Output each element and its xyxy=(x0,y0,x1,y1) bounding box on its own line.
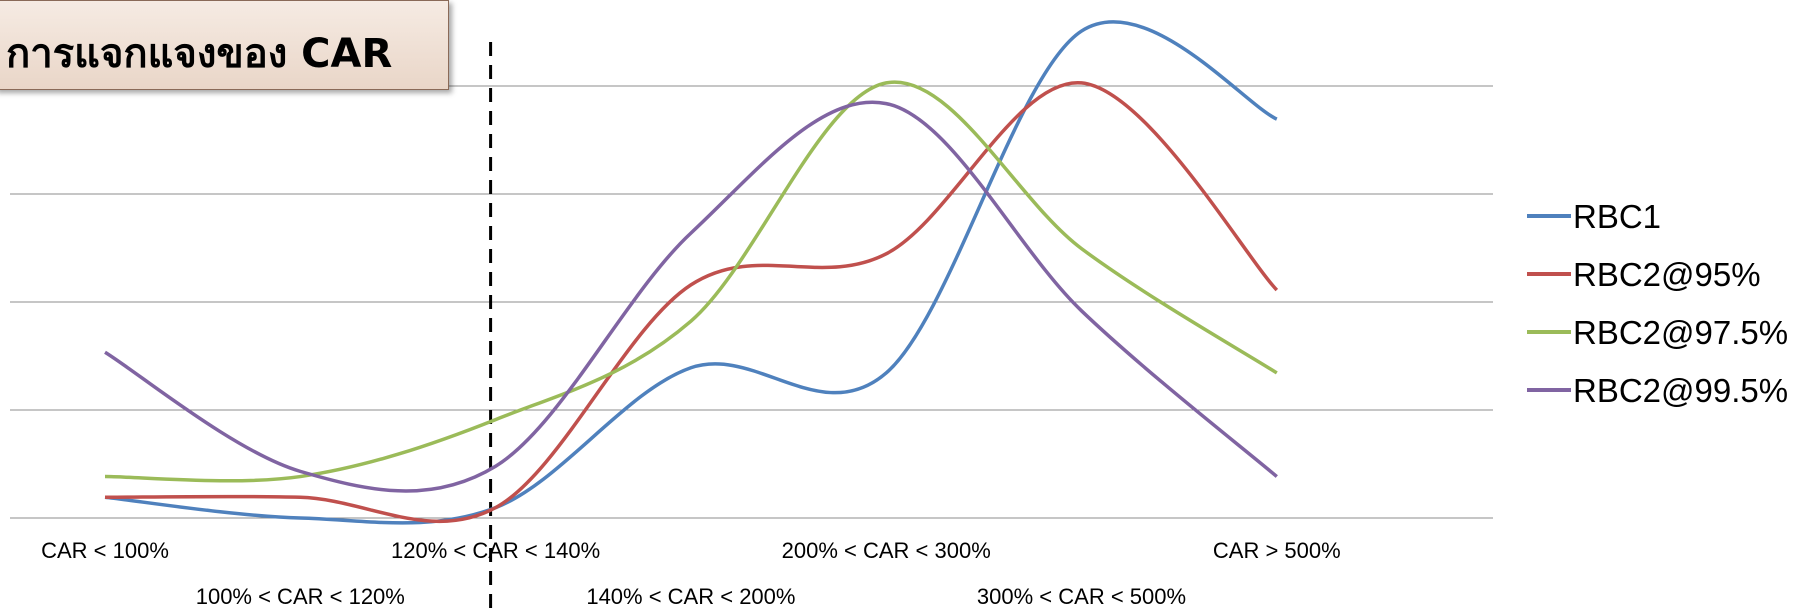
legend-label: RBC1 xyxy=(1573,198,1661,235)
x-tick-label: 100% < CAR < 120% xyxy=(196,584,405,608)
gridlines xyxy=(10,85,1493,519)
x-axis-tick-labels: CAR < 100% 100% < CAR < 120% 120% < CAR < … xyxy=(41,538,1341,608)
x-tick-label: 120% < CAR < 140% xyxy=(391,538,600,563)
x-tick-label: 300% < CAR < 500% xyxy=(977,584,1186,608)
chart-title: การแจกแจงของ CAR xyxy=(6,31,393,77)
series-lines xyxy=(104,20,1279,525)
x-tick-label: CAR < 100% xyxy=(41,538,169,563)
title-box: การแจกแจงของ CAR xyxy=(0,0,449,90)
series-line xyxy=(104,81,1279,524)
x-tick-label: 200% < CAR < 300% xyxy=(782,538,991,563)
legend-label: RBC2@99.5% xyxy=(1573,372,1788,409)
legend: RBC1 RBC2@95% RBC2@97.5% RBC2@99.5% xyxy=(1527,198,1788,409)
x-tick-label: 140% < CAR < 200% xyxy=(586,584,795,608)
legend-label: RBC2@95% xyxy=(1573,256,1761,293)
series-line xyxy=(104,20,1278,525)
series-line xyxy=(104,80,1278,483)
x-tick-label: CAR > 500% xyxy=(1213,538,1341,563)
legend-label: RBC2@97.5% xyxy=(1573,314,1788,351)
series-line xyxy=(104,100,1278,493)
